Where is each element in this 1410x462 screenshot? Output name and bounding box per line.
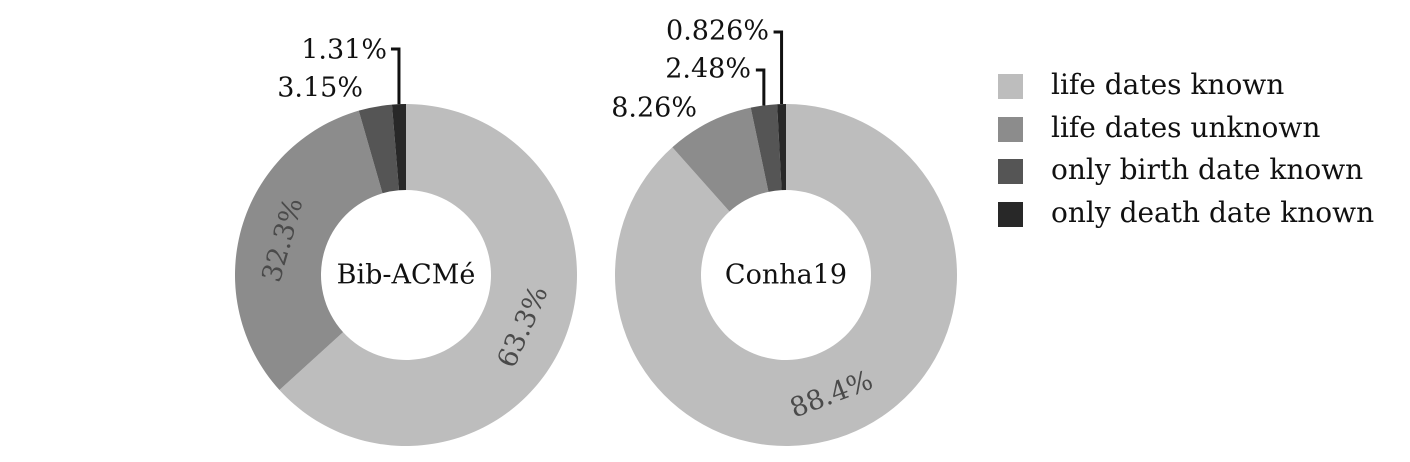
legend-label: life dates unknown — [1051, 110, 1321, 144]
donut-chart-1: 63.3%32.3%3.15%1.31%Bib-ACMé — [235, 35, 577, 447]
legend-label: only birth date known — [1051, 153, 1364, 186]
donut-chart-2: 88.4%8.26%2.48%0.826%Conha19 — [611, 16, 957, 447]
callout-leader-line — [773, 30, 784, 105]
donut-slice — [777, 104, 786, 191]
donut-slice — [615, 104, 957, 447]
donut-center-label: Bib-ACMé — [337, 260, 476, 291]
donut-center-label: Conha19 — [725, 260, 847, 291]
callout-leader-line — [390, 47, 401, 105]
donut-slice — [279, 104, 577, 447]
donut-slice — [750, 104, 782, 192]
slice-value-label: 8.26% — [611, 93, 697, 124]
legend-label: only death date known — [1051, 195, 1375, 229]
legend-swatch — [998, 201, 1023, 227]
slice-value-label: 1.31% — [301, 35, 387, 66]
legend-swatch — [998, 74, 1023, 99]
donut-slice — [672, 107, 769, 212]
legend-swatch — [998, 159, 1023, 184]
legend-label: life dates known — [1051, 68, 1285, 101]
donut-slice — [358, 104, 400, 194]
legend-swatch — [998, 116, 1023, 142]
slice-value-label: 2.48% — [665, 54, 751, 85]
donut-slice — [235, 110, 383, 390]
callout-leader-line — [755, 68, 766, 106]
slice-value-label: 0.826% — [666, 16, 769, 47]
slice-value-label: 3.15% — [277, 73, 363, 104]
donut-slice — [391, 104, 406, 191]
